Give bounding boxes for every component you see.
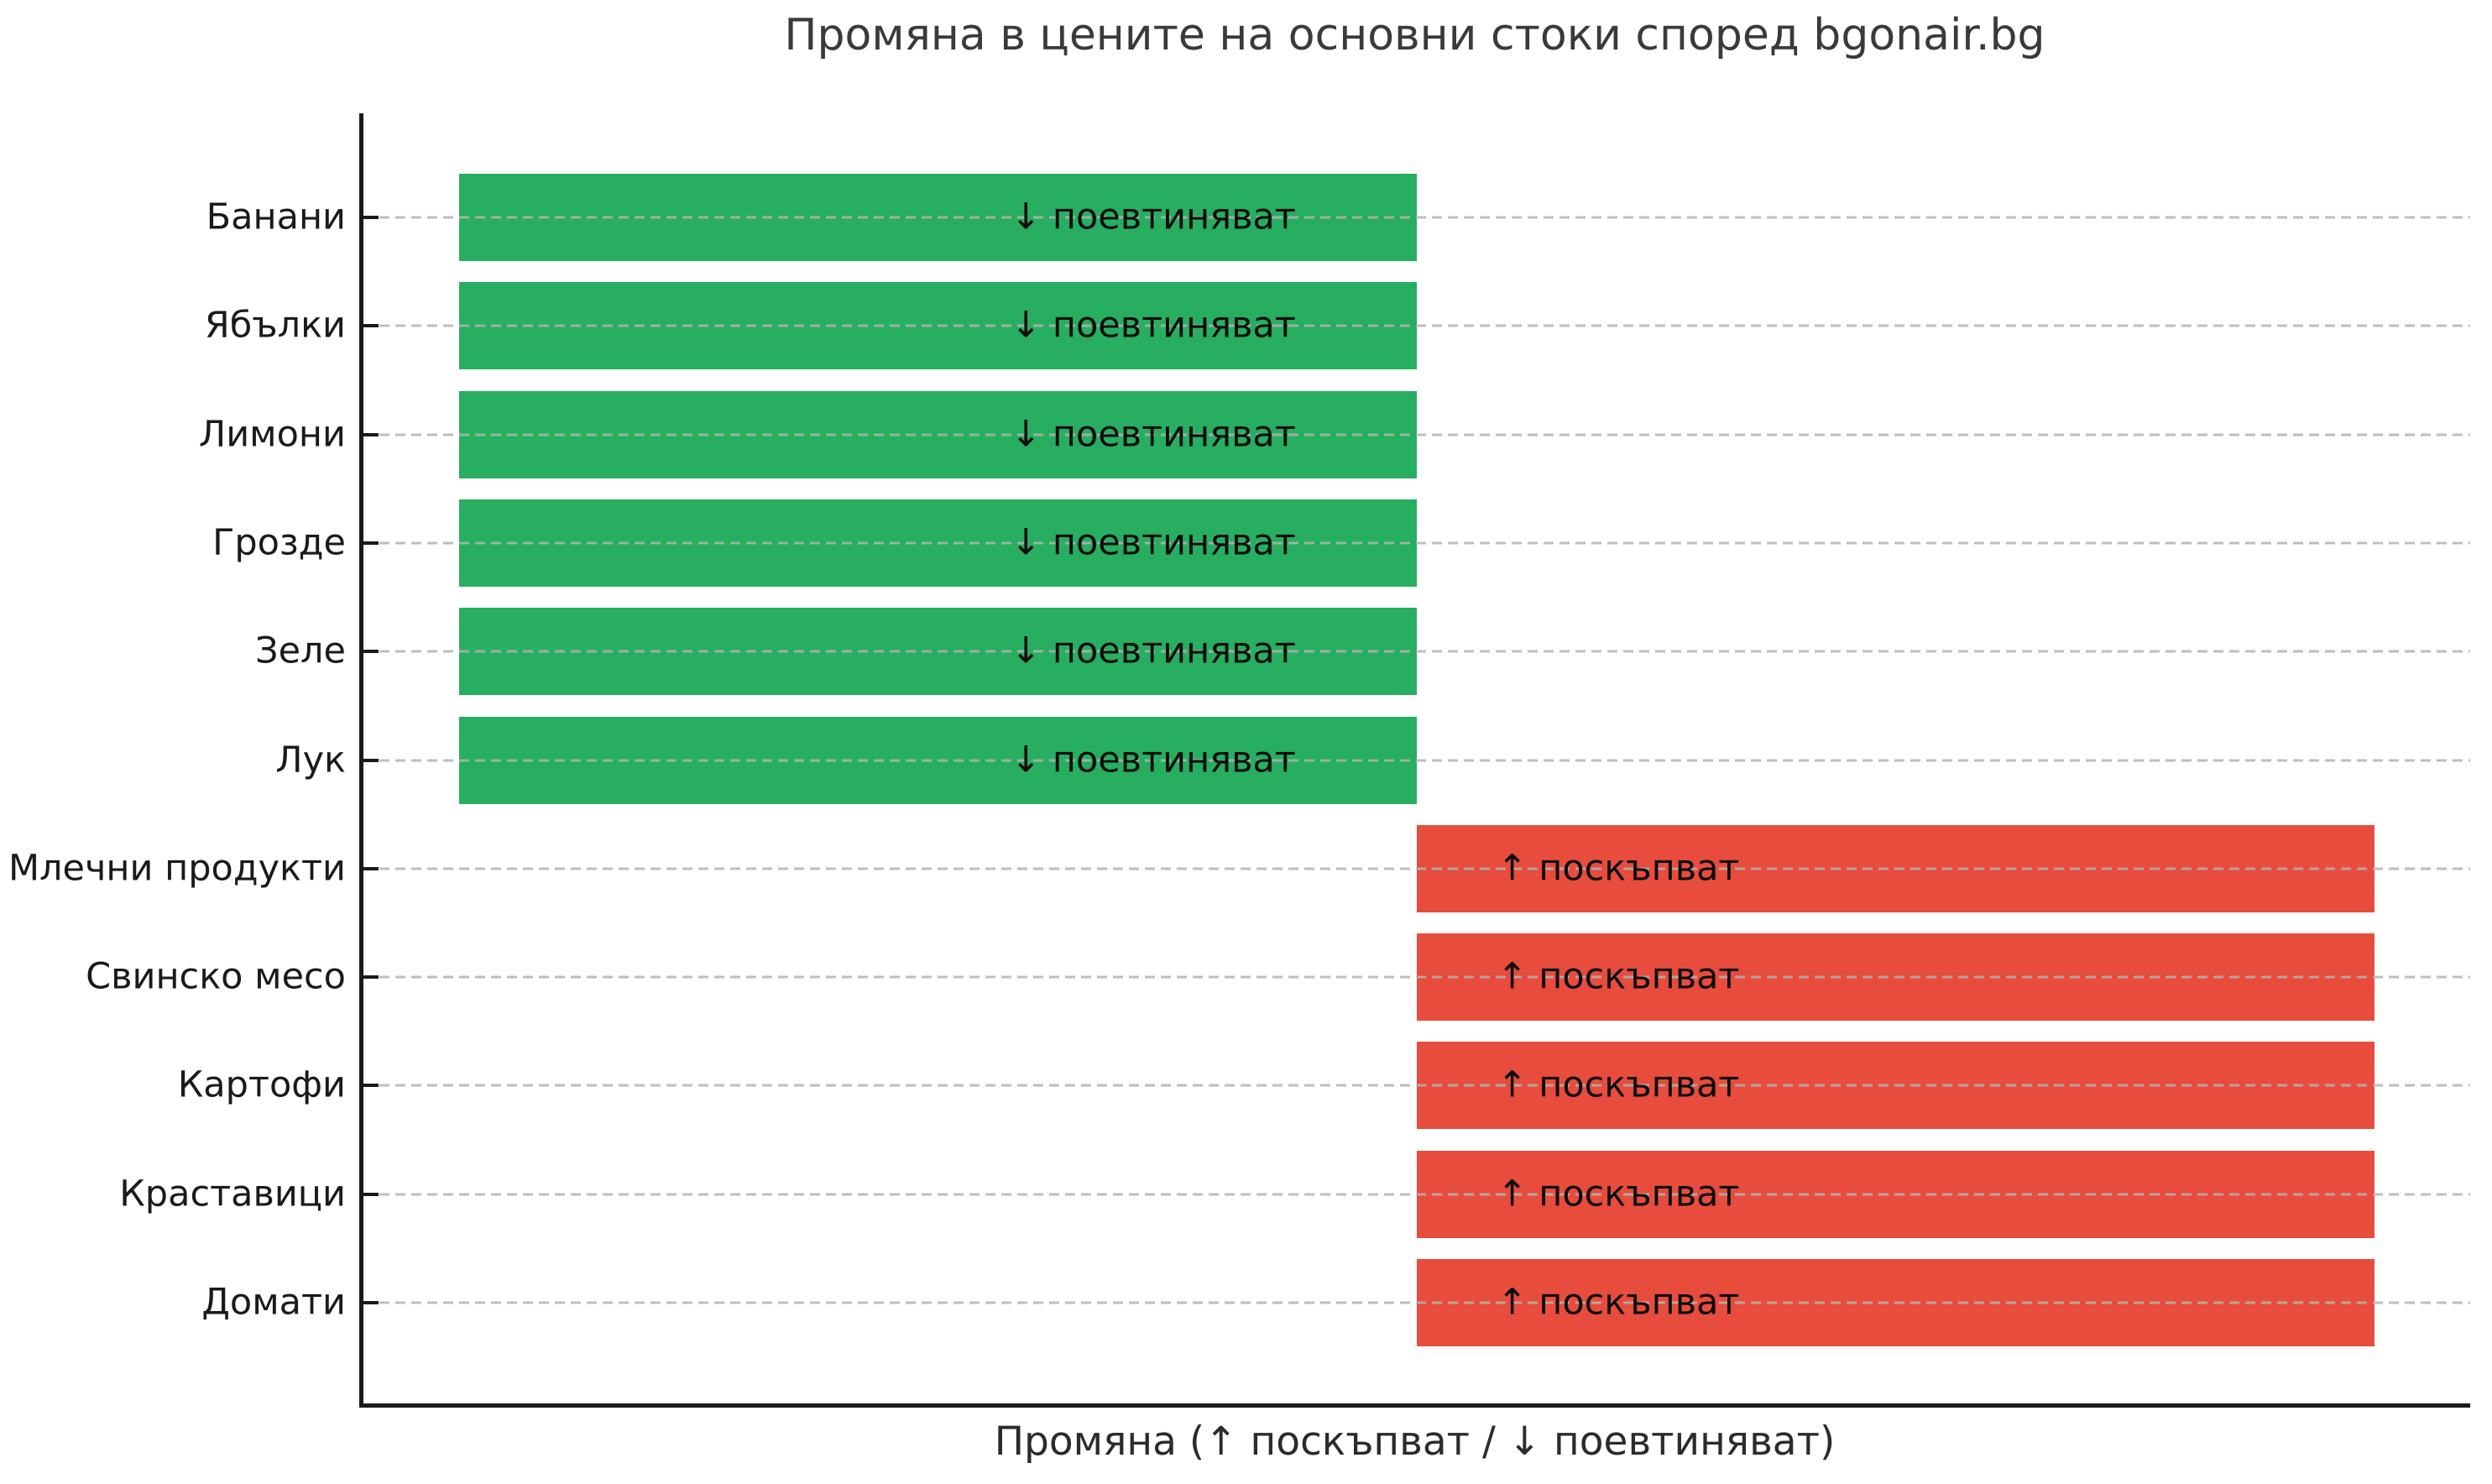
y-tick-mark	[361, 1301, 379, 1304]
y-tick-label: Картофи	[177, 1063, 346, 1106]
y-tick-mark	[361, 975, 379, 980]
bar-value-label: ↓ поевтиняват	[1011, 521, 1296, 564]
bar-value-label: ↑ поскъпват	[1497, 1063, 1740, 1106]
y-tick-mark	[361, 216, 379, 219]
y-tick-mark	[361, 758, 379, 762]
gridline	[363, 541, 2470, 545]
y-tick-label: Лимони	[198, 413, 346, 456]
y-tick-mark	[361, 1084, 379, 1088]
gridline	[363, 1301, 2470, 1304]
y-tick-label: Банани	[206, 196, 346, 238]
bar-value-label: ↑ поскъпват	[1497, 1281, 1740, 1324]
bar-value-label: ↑ поскъпват	[1497, 847, 1740, 890]
y-tick-label: Зеле	[255, 630, 346, 672]
gridline	[363, 1084, 2470, 1087]
y-tick-label: Грозде	[212, 521, 346, 564]
y-tick-mark	[361, 432, 379, 436]
gridline	[363, 324, 2470, 327]
chart-title: Промяна в цените на основни стоки според…	[784, 10, 2045, 60]
y-tick-label: Свинско месо	[86, 955, 346, 998]
gridline	[363, 975, 2470, 979]
gridline	[363, 867, 2470, 870]
y-tick-mark	[361, 541, 379, 545]
gridline	[363, 650, 2470, 653]
y-tick-mark	[361, 866, 379, 870]
y-tick-mark	[361, 650, 379, 654]
bar-value-label: ↓ поевтиняват	[1011, 630, 1296, 672]
y-tick-mark	[361, 1192, 379, 1196]
y-tick-mark	[361, 324, 379, 328]
gridline	[363, 1193, 2470, 1196]
y-tick-label: Краставици	[119, 1173, 346, 1215]
bar-value-label: ↓ поевтиняват	[1011, 739, 1296, 781]
y-tick-label: Лук	[275, 739, 346, 781]
bar-value-label: ↑ поскъпват	[1497, 1173, 1740, 1215]
bar-value-label: ↓ поевтиняват	[1011, 413, 1296, 456]
bar-value-label: ↓ поевтиняват	[1011, 196, 1296, 238]
y-tick-label: Млечни продукти	[8, 847, 346, 890]
plot-area: Банани ↓ поевтиняват Ябълки ↓ поевтиняват Ли…	[8, 113, 2470, 1408]
y-tick-label: Ябълки	[204, 304, 346, 347]
y-tick-label: Домати	[201, 1281, 346, 1324]
gridline	[363, 433, 2470, 436]
gridline	[363, 216, 2470, 219]
x-axis-label: Промяна (↑ поскъпват / ↓ поевтиняват)	[994, 1419, 1836, 1465]
gridline	[363, 759, 2470, 761]
bar-value-label: ↓ поевтиняват	[1011, 304, 1296, 347]
bar-value-label: ↑ поскъпват	[1497, 955, 1740, 998]
